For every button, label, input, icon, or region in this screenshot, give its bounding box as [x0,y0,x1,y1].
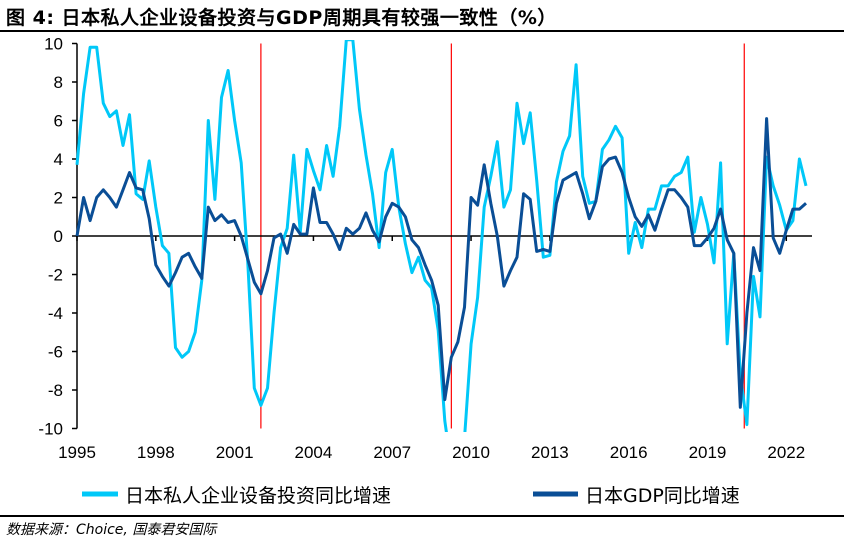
y-tick-label: -8 [48,381,63,400]
legend-label-investment: 日本私人企业设备投资同比增速 [125,485,391,507]
source-note: 数据来源：Choice, 国泰君安国际 [6,522,217,538]
x-tick-label: 2010 [452,443,490,462]
x-tick-label: 2016 [610,443,648,462]
y-tick-label: -6 [48,343,63,362]
x-tick-label: 2013 [531,443,569,462]
series-lines [75,40,808,432]
x-tick-label: 2019 [689,443,727,462]
y-tick-label: 6 [54,112,63,131]
y-tick-label: 10 [44,35,63,54]
x-tick-label: 2007 [373,443,411,462]
x-tick-label: 1998 [137,443,175,462]
figure-title: 图 4: 日本私人企业设备投资与GDP周期具有较强一致性（%） [6,7,557,29]
legend: 日本私人企业设备投资同比增速 日本GDP同比增速 [82,485,740,507]
series-line-gdp [75,117,807,409]
legend-label-gdp: 日本GDP同比增速 [585,485,740,507]
title-divider [0,30,844,32]
y-tick-label: 4 [54,150,63,169]
y-tick-label: 0 [54,227,63,246]
y-tick-label: -10 [38,420,63,439]
x-tick-label: 2004 [295,443,333,462]
y-tick-label: 8 [54,73,63,92]
y-tick-label: -4 [48,304,63,323]
y-tick-label: 2 [54,189,63,208]
series-line-investment [75,40,808,432]
y-tick-label: -2 [48,266,63,285]
x-tick-label: 2001 [216,443,254,462]
x-tick-label: 2022 [767,443,805,462]
x-tick-label: 1995 [58,443,96,462]
source-divider [0,515,844,517]
